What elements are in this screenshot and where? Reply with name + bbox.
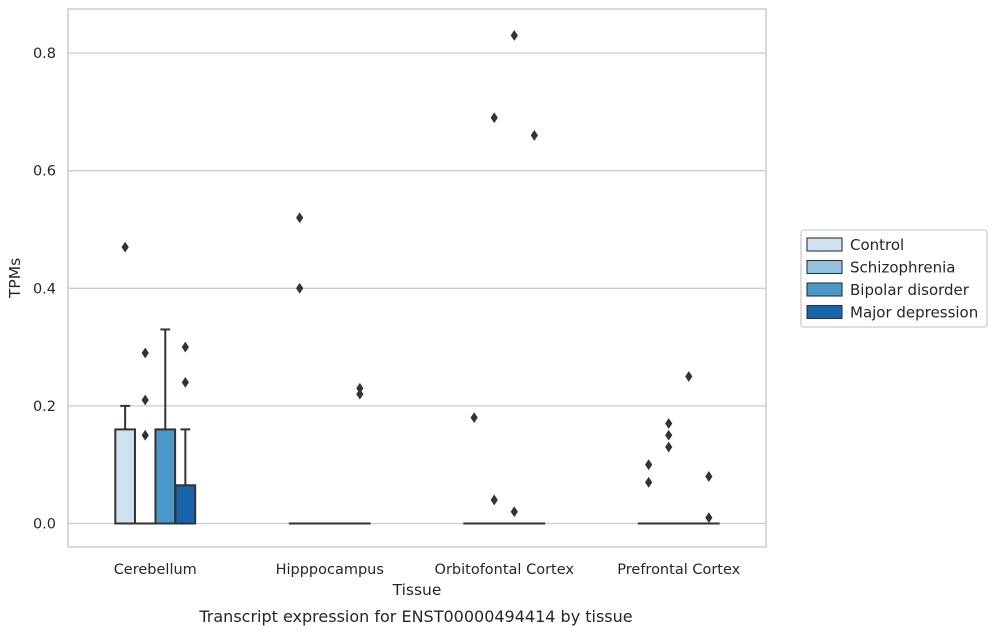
outlier-point (470, 412, 478, 424)
outlier-point (121, 241, 129, 253)
y-axis-label: TPMs (6, 258, 24, 299)
outlier-point (181, 341, 189, 353)
legend-label: Schizophrenia (850, 259, 955, 277)
box-3-0 (174, 428, 197, 525)
outlier-point (665, 441, 673, 453)
chart-caption: Transcript expression for ENST0000049441… (198, 607, 632, 626)
outlier-point (705, 512, 713, 524)
x-tick-label: Orbitofontal Cortex (435, 562, 575, 578)
outlier-point (705, 471, 713, 482)
x-tick-label: Prefrontal Cortex (617, 562, 740, 578)
box-0-0 (114, 404, 136, 525)
outlier-point (665, 418, 673, 429)
legend-swatch (806, 237, 843, 252)
outlier-point (356, 382, 364, 394)
y-tick-label: 0.2 (33, 399, 56, 415)
outlier-point (181, 376, 189, 388)
outlier-point (141, 347, 149, 359)
outlier-point (296, 212, 304, 224)
box-body (174, 484, 197, 525)
legend-label: Major depression (850, 304, 978, 322)
outlier-point (510, 30, 518, 41)
outlier-point (490, 494, 498, 506)
box-body (114, 428, 136, 525)
y-tick-label: 0.4 (33, 281, 56, 297)
x-tick-label: Hipppocampus (276, 562, 384, 578)
outlier-point (665, 429, 673, 441)
plot-frame (67, 8, 767, 548)
outlier-point (510, 506, 518, 518)
outlier-points (121, 30, 713, 524)
y-tick-labels: 0.0 0.2 0.4 0.6 0.8 (33, 46, 56, 532)
outlier-point (685, 371, 693, 382)
y-tick-label: 0.0 (33, 516, 56, 532)
x-axis-label: Tissue (392, 581, 442, 599)
outlier-point (645, 476, 653, 488)
box-2-0 (154, 328, 177, 525)
x-tick-label: Cerebellum (114, 562, 197, 578)
legend-swatch (806, 259, 843, 275)
legend-swatch (806, 282, 843, 297)
legend-label: Control (850, 236, 904, 254)
outlier-point (356, 388, 364, 400)
outlier-point (296, 282, 304, 294)
outlier-point (490, 112, 498, 124)
legend-label: Bipolar disorder (850, 281, 970, 299)
outlier-point (530, 130, 538, 141)
y-tick-label: 0.8 (33, 46, 56, 62)
legend-swatch (806, 304, 843, 320)
x-tick-labels: Cerebellum Hipppocampus Orbitofontal Corte… (114, 562, 741, 578)
legend-frame (800, 229, 988, 328)
outlier-point (141, 429, 149, 441)
legend: Control Schizophrenia Bipolar disorder Majo… (800, 229, 988, 328)
y-tick-label: 0.6 (33, 164, 56, 180)
outlier-point (645, 459, 653, 471)
box-body (154, 428, 177, 525)
box-plots (114, 328, 720, 525)
outlier-point (141, 394, 149, 406)
